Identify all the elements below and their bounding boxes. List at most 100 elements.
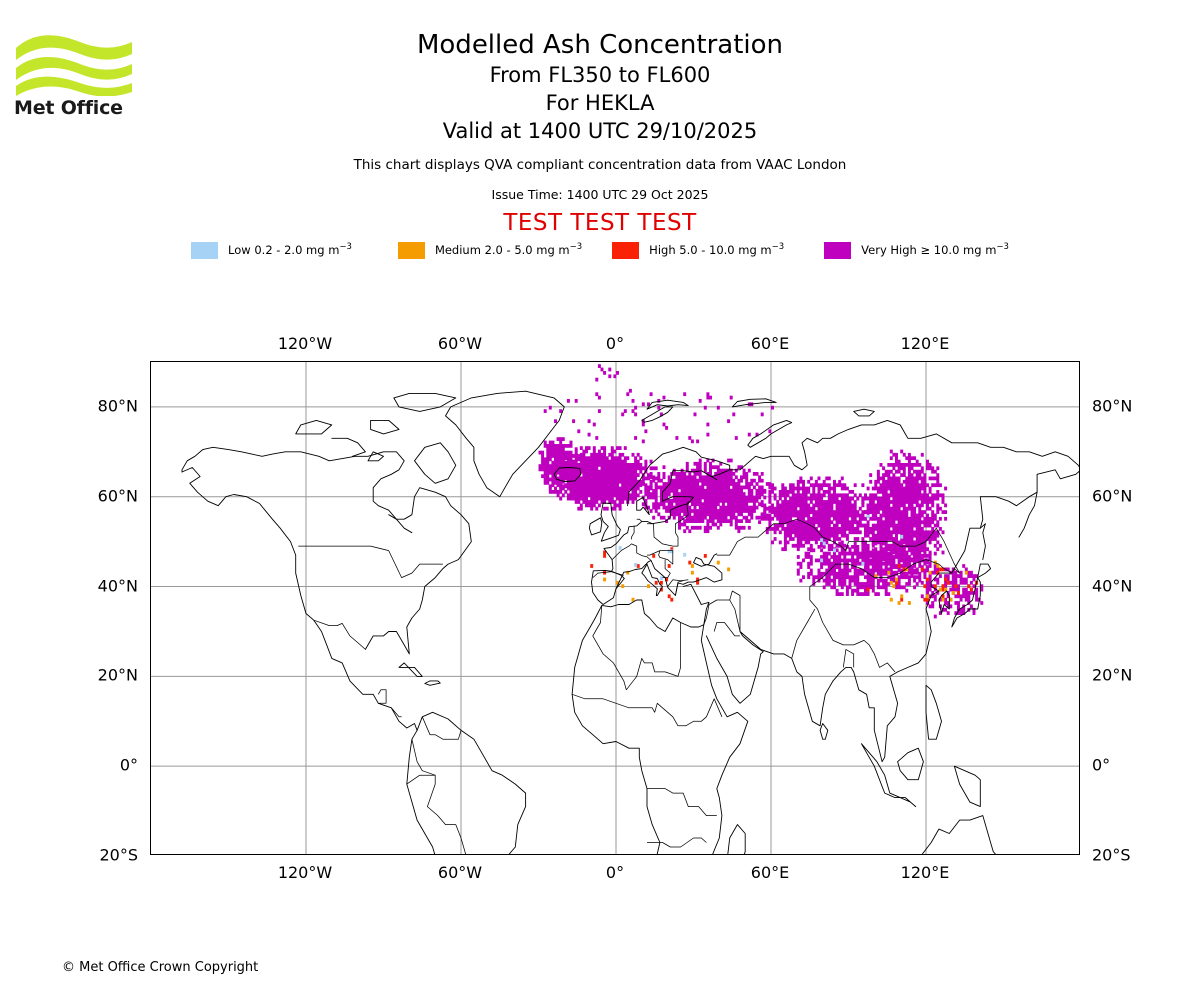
ash-cell (703, 482, 707, 486)
ash-cell (876, 571, 880, 576)
ash-cell (866, 551, 870, 556)
ash-cell (892, 547, 896, 552)
lon-tick-label-bottom: 120°W (277, 863, 333, 882)
ash-cell (915, 520, 919, 525)
ash-cell (703, 495, 707, 500)
ash-cell (791, 537, 795, 541)
ash-cell (907, 463, 911, 467)
ash-cell (561, 464, 565, 468)
ash-cell (799, 510, 803, 514)
ash-cell (913, 500, 917, 504)
ash-cell (670, 509, 674, 513)
ash-cell (926, 506, 929, 511)
ash-cell (926, 537, 929, 541)
ash-cell (675, 482, 679, 486)
ash-cell (685, 492, 689, 496)
ash-cell (957, 591, 960, 595)
ash-cell (649, 495, 653, 500)
ash-cell (587, 483, 591, 488)
ash-cell (871, 565, 875, 569)
ash-cell (763, 513, 767, 518)
ash-cell (760, 513, 764, 518)
ash-cell (830, 503, 834, 508)
ash-cell (845, 496, 849, 501)
ash-cell (866, 587, 870, 592)
ash-cell (621, 496, 625, 501)
ash-cell (799, 516, 803, 521)
ash-cell (783, 496, 787, 501)
ash-cell (941, 510, 945, 514)
ash-cell (871, 493, 875, 498)
ash-cell (902, 545, 906, 549)
ash-cell (709, 505, 712, 510)
ash-cell (559, 477, 563, 482)
coastline-path (571, 583, 749, 854)
ash-cell (773, 493, 777, 498)
ash-cell (696, 439, 700, 444)
ash-cell (783, 543, 787, 548)
ash-cell (693, 485, 697, 490)
country-border-path (377, 689, 387, 704)
ash-cell (840, 486, 844, 491)
ash-cell (902, 500, 906, 504)
ash-cell (616, 459, 619, 464)
ash-cell (833, 523, 836, 528)
ash-cell (941, 567, 945, 572)
ash-cell (654, 580, 658, 585)
ash-cell (892, 550, 896, 555)
ash-cell (946, 574, 950, 578)
lon-tick-label-bottom: 60°E (750, 863, 790, 882)
ash-cell (827, 578, 831, 583)
ash-cell (972, 611, 976, 615)
ash-cell (856, 561, 860, 566)
coastline-path (979, 523, 986, 561)
ash-cell (590, 503, 594, 508)
ash-cell (559, 447, 563, 452)
ash-cell (603, 449, 607, 454)
ash-cell (871, 513, 875, 518)
ash-cell (957, 607, 960, 612)
ash-cell (913, 578, 917, 583)
ash-cell (887, 486, 891, 491)
ash-cell (597, 483, 601, 488)
ash-cell (874, 561, 878, 566)
ash-cell (706, 512, 710, 517)
ash-cell (817, 575, 821, 580)
ash-cell (838, 506, 842, 511)
ash-cell (944, 577, 948, 582)
ash-cell (683, 499, 687, 503)
ash-cell (621, 473, 625, 477)
ash-cell (574, 483, 578, 488)
ash-cell (897, 578, 901, 583)
ash-cell (585, 446, 588, 450)
ash-cell (719, 512, 723, 517)
ash-cell (755, 492, 759, 496)
ash-cell (840, 516, 844, 521)
lat-tick-label-left: 80°N (97, 396, 138, 416)
ash-cell (913, 523, 917, 528)
ash-cell (574, 479, 578, 484)
ash-cell (621, 486, 625, 491)
ash-cell (688, 475, 692, 480)
ash-cell (789, 490, 793, 494)
met-office-wave-mark (16, 35, 132, 96)
ash-cell (631, 496, 635, 501)
ash-cell (659, 478, 663, 483)
ash-cell (783, 500, 787, 504)
ash-cell (892, 555, 896, 559)
ash-cell (889, 551, 893, 556)
ash-cell (714, 515, 718, 520)
ash-cell (884, 565, 888, 569)
ash-cell (871, 516, 875, 521)
ash-cell (577, 429, 581, 434)
ash-cell (923, 533, 927, 538)
ash-cell (853, 510, 857, 514)
ash-cell (796, 530, 800, 535)
ash-cell (856, 568, 860, 573)
ash-cell (897, 493, 901, 498)
ash-cell (905, 588, 909, 593)
ash-cell (678, 482, 681, 486)
ash-cell (876, 516, 880, 521)
ash-cell (647, 402, 650, 407)
ash-cell (574, 470, 578, 475)
